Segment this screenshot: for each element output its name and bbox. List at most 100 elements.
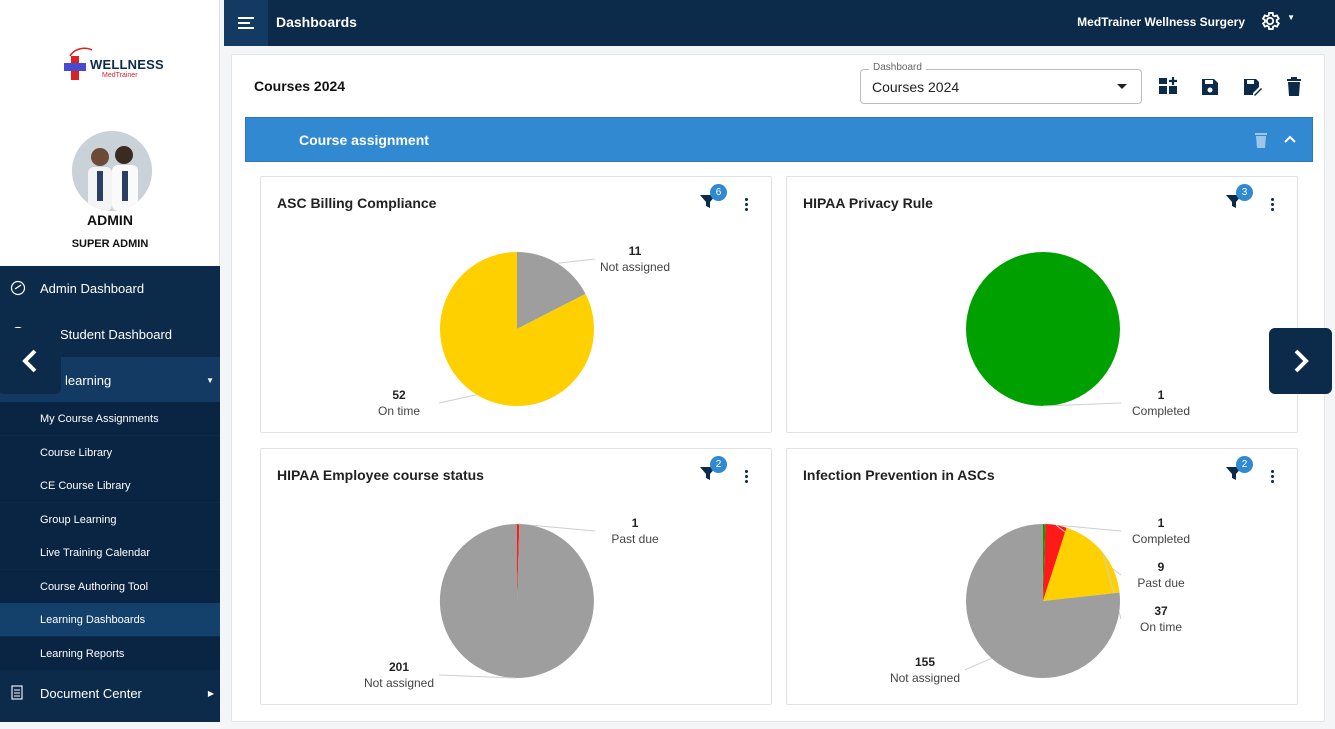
sidebar-item-label: Student Dashboard	[60, 326, 173, 342]
data-label-category: Past due	[611, 532, 659, 546]
chart-card: 1 Past due 201 Not assigned HIPAA Employee …	[260, 448, 772, 705]
data-label-value: 1	[632, 516, 639, 530]
pie-chart: 1 Completed	[966, 252, 1190, 418]
logo-wordmark: WELLNESS	[90, 57, 164, 72]
data-label-category: Completed	[1132, 404, 1190, 418]
chart-card: 11 Not assigned 52 On time ASC Billing Comp…	[260, 176, 772, 433]
data-label-category: Completed	[1132, 532, 1190, 546]
chart-title: HIPAA Privacy Rule	[803, 195, 933, 211]
sidebar-item-document-center[interactable]: Document Center ▶	[0, 670, 220, 716]
data-label-value: 11	[629, 244, 642, 258]
label-leader-line	[518, 523, 596, 532]
sidebar: WELLNESS MedTrainer ADMIN SUPER ADMIN	[0, 0, 220, 722]
dashboard-select-label: Dashboard	[869, 62, 926, 73]
chart-title: ASC Billing Compliance	[277, 195, 437, 211]
save-as-icon[interactable]	[1242, 77, 1262, 97]
sidebar-subitem-my-course-assignments[interactable]: My Course Assignments	[0, 402, 220, 435]
filter-button[interactable]: 6	[699, 184, 727, 214]
document-icon	[10, 685, 26, 701]
avatar[interactable]	[72, 131, 152, 211]
sidebar-subitem-ce-course-library[interactable]: CE Course Library	[0, 469, 220, 502]
sidebar-header: WELLNESS MedTrainer ADMIN SUPER ADMIN	[0, 0, 220, 266]
data-label-category: On time	[378, 404, 420, 418]
chevron-up-icon[interactable]	[1284, 134, 1296, 144]
label-leader-line	[964, 657, 992, 671]
trash-icon[interactable]	[1254, 132, 1268, 148]
dashboard-panel: Courses 2024 Dashboard Courses 2024 Cour…	[231, 54, 1325, 722]
sidebar-subitem-group-learning[interactable]: Group Learning	[0, 503, 220, 536]
chart-card: 1 Completed 9 Past due 37 On time 155 Not assig…	[786, 448, 1298, 705]
data-label-value: 1	[1158, 388, 1165, 402]
data-label-value: 37	[1154, 604, 1168, 618]
pie-slice-past-due[interactable]	[517, 524, 520, 601]
data-label-value: 155	[915, 655, 935, 669]
next-arrow-button[interactable]	[1269, 328, 1332, 394]
pie-slice-not-assigned[interactable]	[439, 523, 594, 678]
data-label-value: 52	[392, 388, 406, 402]
chevron-right-icon	[1294, 349, 1309, 373]
chevron-left-icon	[21, 349, 36, 373]
section-header[interactable]: Course assignment	[245, 117, 1313, 162]
sidebar-subitem-live-training-calendar[interactable]: Live Training Calendar	[0, 536, 220, 569]
chart-title: HIPAA Employee course status	[277, 467, 484, 483]
data-label-category: On time	[1140, 620, 1182, 634]
user-role: SUPER ADMIN	[71, 238, 149, 250]
more-vertical-icon[interactable]	[1267, 466, 1277, 486]
data-label-value: 201	[389, 660, 409, 674]
label-leader-line	[557, 258, 596, 264]
chevron-right-icon: ▶	[207, 688, 214, 698]
add-widget-icon[interactable]	[1158, 77, 1178, 97]
filter-count-badge: 3	[1236, 184, 1253, 201]
sidebar-subitem-course-authoring-tool[interactable]: Course Authoring Tool	[0, 570, 220, 603]
label-leader-line	[438, 674, 516, 679]
previous-arrow-button[interactable]	[0, 328, 61, 394]
more-vertical-icon[interactable]	[741, 466, 751, 486]
organization-name: MedTrainer Wellness Surgery	[1077, 15, 1245, 29]
hamburger-icon	[238, 17, 254, 29]
sidebar-subitem-learning-dashboards[interactable]: Learning Dashboards	[0, 603, 220, 636]
pie-slice-on-time[interactable]	[1043, 527, 1120, 601]
chevron-down-icon[interactable]: ▼	[1287, 13, 1295, 22]
data-label-category: Not assigned	[364, 676, 434, 690]
pie-slice-not-assigned[interactable]	[965, 524, 1120, 678]
filter-button[interactable]: 2	[699, 456, 727, 486]
medical-cross-icon	[64, 47, 97, 80]
trash-icon[interactable]	[1284, 77, 1304, 97]
filter-count-badge: 2	[1236, 456, 1253, 473]
gear-icon[interactable]	[1259, 10, 1281, 32]
sidebar-item-admin-dashboard[interactable]: Admin Dashboard	[0, 265, 220, 311]
chevron-down-icon	[1117, 84, 1127, 89]
sidebar-subitem-course-library[interactable]: Course Library	[0, 436, 220, 469]
user-name: ADMIN	[87, 212, 133, 228]
sidebar-subitem-learning-reports[interactable]: Learning Reports	[0, 637, 220, 670]
data-label-value: 1	[1158, 516, 1165, 530]
pie-slice-completed[interactable]	[966, 252, 1120, 406]
pie-slice-not-assigned[interactable]	[517, 252, 586, 329]
dashboard-select-value: Courses 2024	[872, 79, 960, 95]
sidebar-item-label: Document Center	[40, 685, 142, 701]
filter-count-badge: 2	[710, 456, 727, 473]
label-leader-line	[1042, 402, 1122, 407]
more-vertical-icon[interactable]	[741, 194, 751, 214]
page-title: Dashboards	[276, 14, 357, 30]
pie-slice-completed[interactable]	[1043, 524, 1046, 601]
more-vertical-icon[interactable]	[1267, 194, 1277, 214]
pie-slice-on-time[interactable]	[440, 252, 595, 406]
filter-button[interactable]: 3	[1225, 184, 1253, 214]
filter-count-badge: 6	[710, 184, 727, 201]
brand-logo[interactable]: WELLNESS MedTrainer	[62, 46, 164, 86]
data-label-category: Not assigned	[600, 260, 670, 274]
menu-toggle-button[interactable]	[224, 0, 268, 46]
data-label-category: Past due	[1137, 576, 1185, 590]
dashboard-title: Courses 2024	[254, 78, 346, 94]
sidebar-item-label: Admin Dashboard	[40, 280, 145, 296]
dashboard-select[interactable]: Dashboard Courses 2024	[860, 62, 1142, 104]
pie-slice-past-due[interactable]	[1043, 524, 1067, 601]
filter-button[interactable]: 2	[1225, 456, 1253, 486]
logo-subtitle: MedTrainer	[102, 72, 138, 79]
chevron-down-icon: ▼	[206, 375, 214, 385]
pie-chart: 11 Not assigned 52 On time	[378, 244, 670, 418]
data-label-value: 9	[1158, 560, 1165, 574]
dashboard-icon	[10, 280, 26, 296]
save-icon[interactable]	[1200, 77, 1220, 97]
